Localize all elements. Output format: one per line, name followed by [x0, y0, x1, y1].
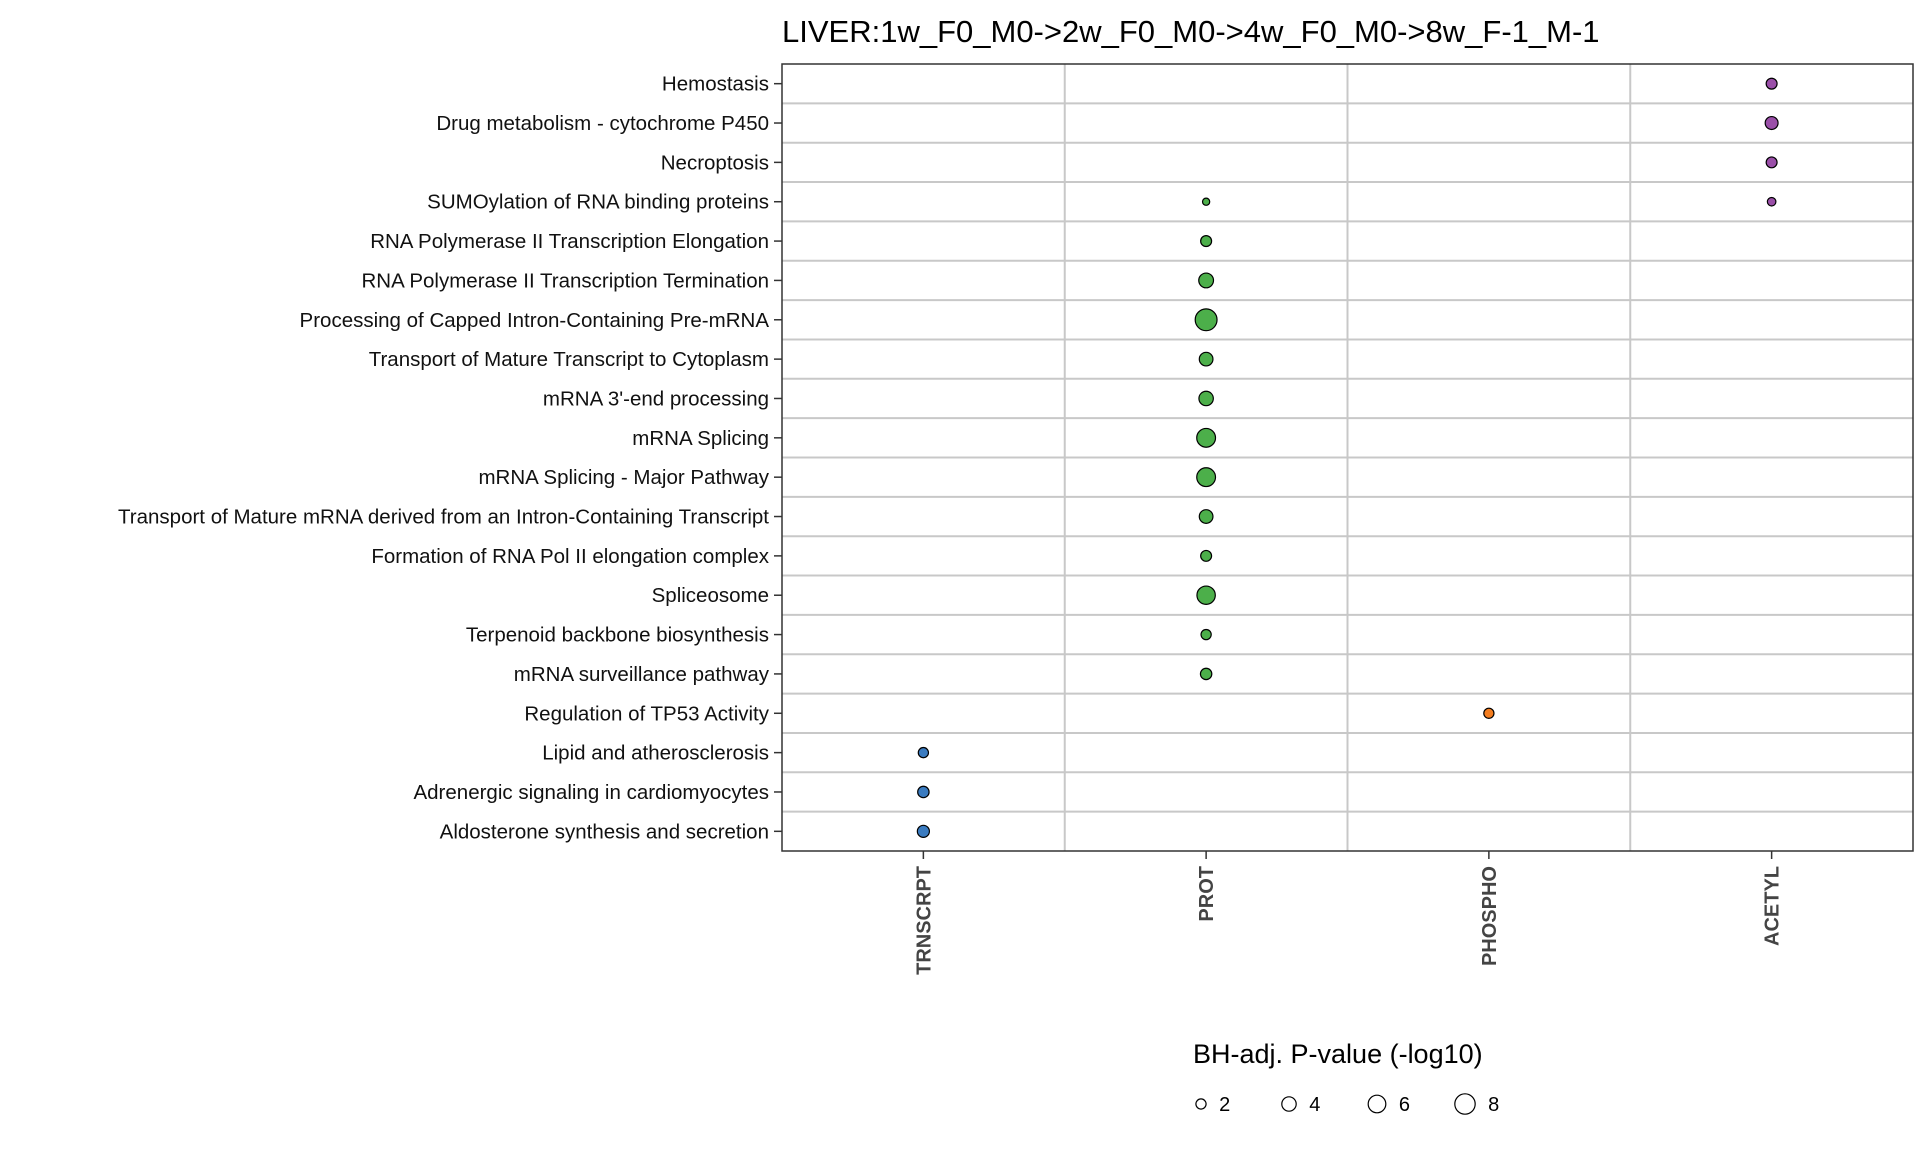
size-legend: BH-adj. P-value (-log10) 2 4 6 8 [1193, 1039, 1499, 1116]
legend-label: 8 [1488, 1094, 1499, 1116]
y-tick-label: mRNA 3'-end processing [543, 387, 769, 410]
data-point [1194, 308, 1218, 332]
data-point [1198, 509, 1214, 524]
y-tick-label: Processing of Capped Intron-Containing P… [300, 309, 770, 332]
data-point [1199, 667, 1213, 681]
y-tick-label: Hemostasis [662, 73, 769, 96]
plot-panel-border [781, 63, 1914, 852]
y-tick-label: Terpenoid backbone biosynthesis [466, 624, 769, 647]
data-point [1196, 585, 1216, 606]
data-point [1200, 628, 1212, 641]
y-tick-label: SUMOylation of RNA binding proteins [427, 191, 769, 214]
y-tick-label: Formation of RNA Pol II elongation compl… [371, 545, 769, 568]
data-point [1765, 156, 1778, 169]
x-axis-labels: TRNSCRPT PROT PHOSPHO ACETYL [913, 851, 1784, 975]
y-tick-label: mRNA Splicing - Major Pathway [478, 466, 769, 489]
y-tick-label: Aldosterone synthesis and secretion [440, 820, 769, 843]
legend-key [1454, 1093, 1476, 1115]
y-tick-label: Regulation of TP53 Activity [524, 702, 769, 725]
y-tick-label: Adrenergic signaling in cardiomyocytes [413, 781, 769, 804]
y-tick-label: mRNA surveillance pathway [514, 663, 770, 686]
data-point [917, 746, 930, 759]
x-tick-label: PHOSPHO [1479, 866, 1501, 966]
data-point [1200, 549, 1213, 562]
y-tick-label: RNA Polymerase II Transcription Elongati… [370, 230, 769, 253]
data-point [1196, 467, 1217, 488]
data-point [916, 824, 930, 838]
y-tick-label: Transport of Mature mRNA derived from an… [118, 506, 769, 529]
data-points [916, 77, 1779, 838]
data-point [1200, 235, 1213, 248]
y-tick-label: Spliceosome [652, 584, 769, 607]
x-tick-label: PROT [1196, 866, 1218, 922]
legend-key [1281, 1096, 1297, 1112]
y-tick-label: mRNA Splicing [632, 427, 769, 450]
legend-label: 4 [1309, 1094, 1320, 1116]
data-point [917, 785, 930, 799]
legend-label: 2 [1219, 1094, 1230, 1116]
data-point [1766, 196, 1777, 207]
chart-title: LIVER:1w_F0_M0->2w_F0_M0->4w_F0_M0->8w_F… [782, 14, 1600, 49]
data-point [1483, 707, 1495, 719]
legend-label: 6 [1399, 1094, 1410, 1116]
y-tick-label: RNA Polymerase II Transcription Terminat… [361, 269, 769, 292]
y-tick-label: Lipid and atherosclerosis [542, 742, 769, 765]
data-point [1764, 115, 1779, 131]
legend-key [1195, 1098, 1207, 1110]
y-axis-labels: Hemostasis Drug metabolism - cytochrome P… [118, 73, 782, 843]
data-point [1198, 390, 1214, 407]
data-point [1201, 197, 1211, 206]
legend-items: 2 4 6 8 [1195, 1093, 1499, 1116]
x-tick-label: ACETYL [1762, 866, 1784, 946]
data-point [1198, 272, 1215, 289]
data-point [1196, 427, 1217, 448]
x-tick-label: TRNSCRPT [913, 866, 935, 975]
y-tick-label: Drug metabolism - cytochrome P450 [436, 112, 769, 135]
data-point [1765, 77, 1778, 90]
legend-title: BH-adj. P-value (-log10) [1193, 1039, 1483, 1069]
y-tick-label: Necroptosis [661, 151, 769, 174]
y-tick-label: Transport of Mature Transcript to Cytopl… [369, 348, 769, 371]
legend-key [1367, 1094, 1387, 1114]
grid-lines [782, 64, 1913, 851]
data-point [1198, 351, 1214, 367]
